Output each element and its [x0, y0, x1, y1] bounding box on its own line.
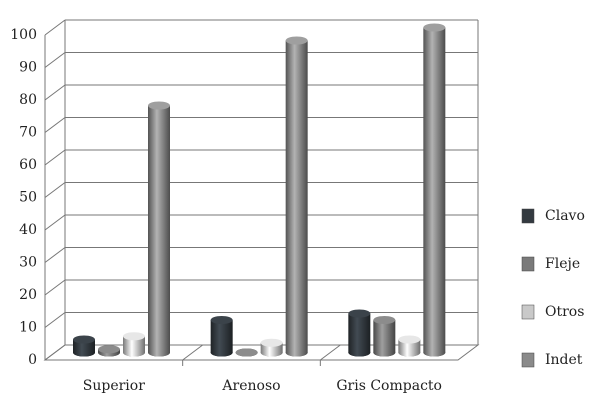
- grid-line: [44, 149, 66, 166]
- grid-line: [44, 344, 66, 361]
- grid-line: [44, 312, 66, 328]
- bar-cap: [423, 23, 446, 32]
- grid-line: [44, 279, 66, 296]
- bar-cap: [210, 316, 233, 324]
- grid-line: [44, 19, 66, 36]
- bar: [73, 339, 95, 357]
- bar-cap: [348, 309, 371, 318]
- bar-cap: [98, 345, 120, 354]
- legend-label: Clavo: [545, 208, 585, 224]
- bar-cap: [123, 332, 145, 341]
- y-tick-label: 50: [19, 190, 37, 206]
- y-tick-label: 10: [19, 320, 37, 336]
- bar-cap: [373, 316, 396, 324]
- y-tick-label: 40: [19, 222, 37, 238]
- bar: [123, 336, 145, 357]
- legend-swatch: [521, 352, 535, 368]
- y-tick-label: 0: [28, 352, 37, 368]
- y-tick-label: 30: [19, 255, 37, 271]
- bar-cap: [148, 101, 170, 110]
- y-tick-label: 70: [19, 125, 37, 141]
- grid-line: [44, 84, 66, 101]
- bar-cap: [73, 335, 95, 344]
- legend-swatch: [521, 304, 535, 320]
- grid-line: [44, 182, 66, 198]
- grid-line: [44, 52, 66, 68]
- category-divider: [182, 344, 203, 361]
- bar: [210, 320, 233, 357]
- category-divider: [320, 344, 341, 361]
- y-tick-label: 60: [19, 157, 37, 173]
- bar: [285, 40, 308, 357]
- grid-line: [44, 214, 66, 231]
- bar: [423, 27, 446, 357]
- bar: [373, 320, 396, 357]
- bar-cap: [260, 338, 283, 347]
- y-tick-label: 90: [19, 60, 37, 76]
- legend-swatch: [521, 208, 535, 224]
- bar-cap: [285, 36, 308, 45]
- legend-label: Otros: [545, 304, 584, 320]
- legend-swatch: [521, 256, 535, 272]
- legend-label: Fleje: [545, 256, 580, 272]
- bar: [148, 105, 170, 357]
- grid-line: [44, 247, 66, 263]
- bar-cap: [235, 348, 258, 357]
- grid-line: [44, 117, 66, 133]
- x-tick-label: Superior: [83, 378, 145, 394]
- bar: [398, 339, 421, 357]
- y-tick-label: 100: [10, 27, 37, 43]
- bar-cap: [398, 335, 421, 344]
- bar: [348, 313, 371, 357]
- y-tick-label: 80: [19, 92, 37, 108]
- x-tick-label: Arenoso: [221, 378, 280, 394]
- y-tick-label: 20: [19, 287, 37, 303]
- x-tick-label: Gris Compacto: [336, 378, 442, 394]
- legend-label: Indet: [545, 352, 583, 368]
